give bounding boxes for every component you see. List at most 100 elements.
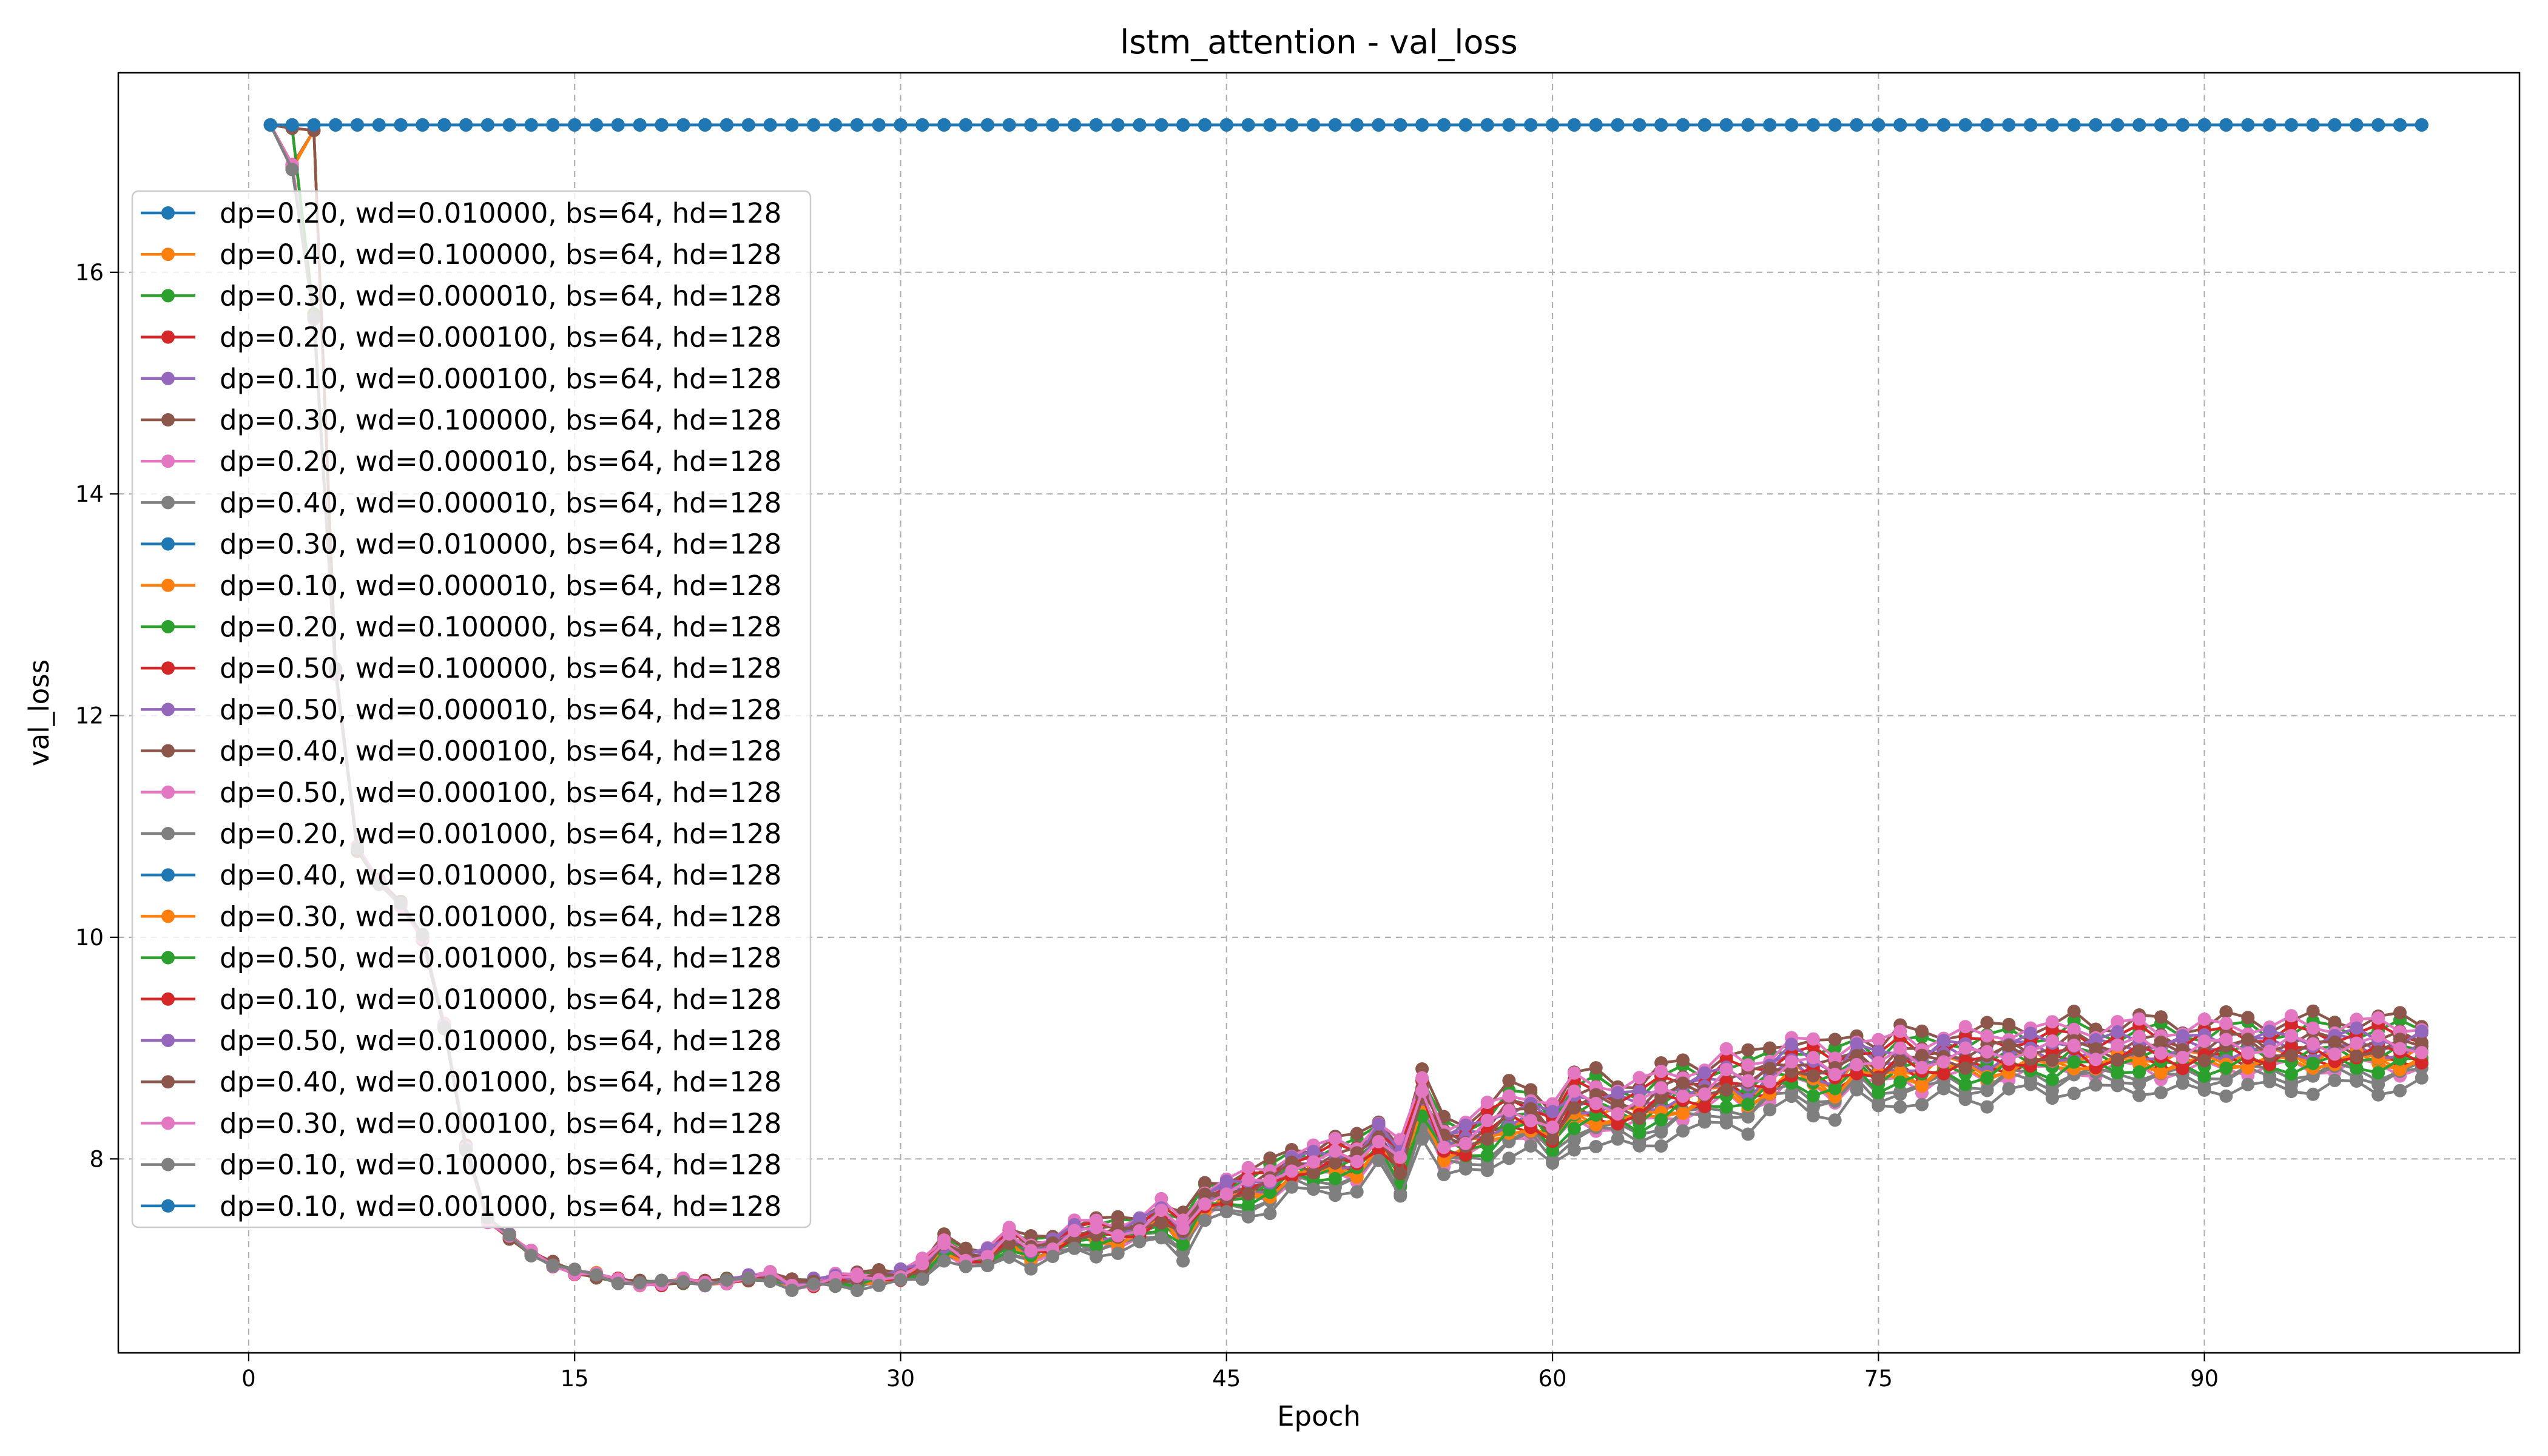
- data-point: [1024, 1262, 1038, 1276]
- data-point: [2045, 1015, 2059, 1029]
- data-point: [1633, 1139, 1646, 1153]
- data-point: [263, 118, 277, 132]
- legend-item: dp=0.10, wd=0.001000, bs=64, hd=128: [141, 1190, 781, 1222]
- data-point: [1893, 1100, 1907, 1114]
- data-point: [633, 1276, 647, 1290]
- data-point: [1502, 1089, 1516, 1103]
- data-point: [2176, 1076, 2189, 1090]
- data-point: [524, 1249, 538, 1262]
- data-point: [1611, 1107, 1625, 1121]
- data-point: [1219, 1187, 1233, 1201]
- data-point: [372, 118, 386, 132]
- data-point: [1785, 1037, 1799, 1051]
- data-point: [2024, 118, 2038, 132]
- data-point: [2024, 1026, 2038, 1040]
- data-point: [2284, 1029, 2298, 1043]
- legend-marker: [161, 1158, 175, 1171]
- data-point: [2328, 1016, 2342, 1030]
- data-point: [1893, 1053, 1907, 1067]
- data-point: [1785, 1065, 1799, 1078]
- data-point: [1241, 1199, 1255, 1213]
- data-point: [2176, 1062, 2189, 1076]
- legend-item: dp=0.40, wd=0.010000, bs=64, hd=128: [141, 859, 781, 891]
- data-point: [2089, 118, 2103, 132]
- data-point: [2111, 1015, 2125, 1028]
- data-point: [915, 118, 929, 132]
- chart-title: lstm_attention - val_loss: [1120, 23, 1517, 61]
- data-point: [1654, 1091, 1668, 1105]
- data-point: [1350, 118, 1364, 132]
- data-point: [1633, 1111, 1646, 1125]
- legend-marker: [161, 454, 175, 468]
- data-point: [1850, 1057, 1864, 1071]
- data-point: [1806, 1109, 1820, 1123]
- data-point: [1394, 1150, 1407, 1164]
- data-point: [1458, 1136, 1472, 1150]
- data-point: [1980, 1082, 1994, 1096]
- data-point: [2132, 1088, 2146, 1102]
- data-point: [2045, 1073, 2059, 1087]
- data-point: [676, 1275, 690, 1289]
- data-point: [1654, 1113, 1668, 1127]
- data-point: [676, 118, 690, 132]
- data-point: [1806, 1069, 1820, 1083]
- legend-label: dp=0.50, wd=0.001000, bs=64, hd=128: [220, 942, 781, 974]
- data-point: [937, 118, 951, 132]
- legend-label: dp=0.50, wd=0.010000, bs=64, hd=128: [220, 1025, 781, 1057]
- data-point: [1198, 1187, 1212, 1201]
- data-point: [1480, 1113, 1494, 1127]
- data-point: [2132, 1065, 2146, 1079]
- data-point: [2197, 1054, 2211, 1068]
- data-point: [1719, 1063, 1733, 1076]
- data-point: [1089, 1239, 1103, 1253]
- data-point: [894, 118, 908, 132]
- data-point: [915, 1272, 929, 1286]
- data-point: [1198, 118, 1212, 132]
- data-point: [1350, 1170, 1364, 1184]
- data-point: [2371, 1066, 2385, 1080]
- data-point: [1502, 1123, 1516, 1137]
- x-axis-ticks: 0 15 30 45 60 75 90: [241, 1353, 2219, 1392]
- data-point: [2263, 1044, 2277, 1058]
- data-point: [1741, 118, 1755, 132]
- data-point: [568, 1262, 582, 1276]
- legend-marker: [161, 206, 175, 220]
- data-point: [1958, 1020, 1972, 1034]
- data-point: [1111, 118, 1125, 132]
- data-point: [1719, 1116, 1733, 1130]
- data-point: [1697, 118, 1711, 132]
- data-point: [2111, 1066, 2125, 1080]
- legend-label: dp=0.50, wd=0.100000, bs=64, hd=128: [220, 652, 781, 684]
- data-point: [2132, 1043, 2146, 1057]
- data-point: [1893, 1065, 1907, 1079]
- data-point: [2241, 1046, 2255, 1060]
- data-point: [524, 118, 538, 132]
- data-point: [329, 118, 343, 132]
- data-point: [2284, 1018, 2298, 1032]
- legend-label: dp=0.40, wd=0.010000, bs=64, hd=128: [220, 859, 781, 891]
- legend-item: dp=0.30, wd=0.001000, bs=64, hd=128: [141, 900, 781, 932]
- x-tick: 90: [2190, 1353, 2219, 1392]
- data-point: [1980, 118, 1994, 132]
- data-point: [1546, 1121, 1560, 1134]
- legend-label: dp=0.40, wd=0.000100, bs=64, hd=128: [220, 735, 781, 767]
- legend-marker: [161, 248, 175, 261]
- data-point: [1958, 1077, 1972, 1091]
- data-point: [959, 1259, 972, 1273]
- data-point: [1089, 1250, 1103, 1264]
- y-tick: 14: [75, 481, 118, 507]
- data-point: [1394, 1167, 1407, 1181]
- data-point: [2415, 118, 2428, 132]
- data-point: [1633, 1084, 1646, 1098]
- data-point: [1154, 118, 1168, 132]
- data-point: [1480, 1164, 1494, 1178]
- legend-label: dp=0.30, wd=0.001000, bs=64, hd=128: [220, 900, 781, 932]
- data-point: [1437, 1141, 1451, 1154]
- data-point: [2045, 118, 2059, 132]
- data-point: [2067, 1022, 2081, 1036]
- data-point: [1176, 118, 1190, 132]
- legend-marker: [161, 578, 175, 592]
- data-point: [1133, 1235, 1147, 1249]
- x-axis-label: Epoch: [1277, 1400, 1361, 1432]
- data-point: [394, 118, 408, 132]
